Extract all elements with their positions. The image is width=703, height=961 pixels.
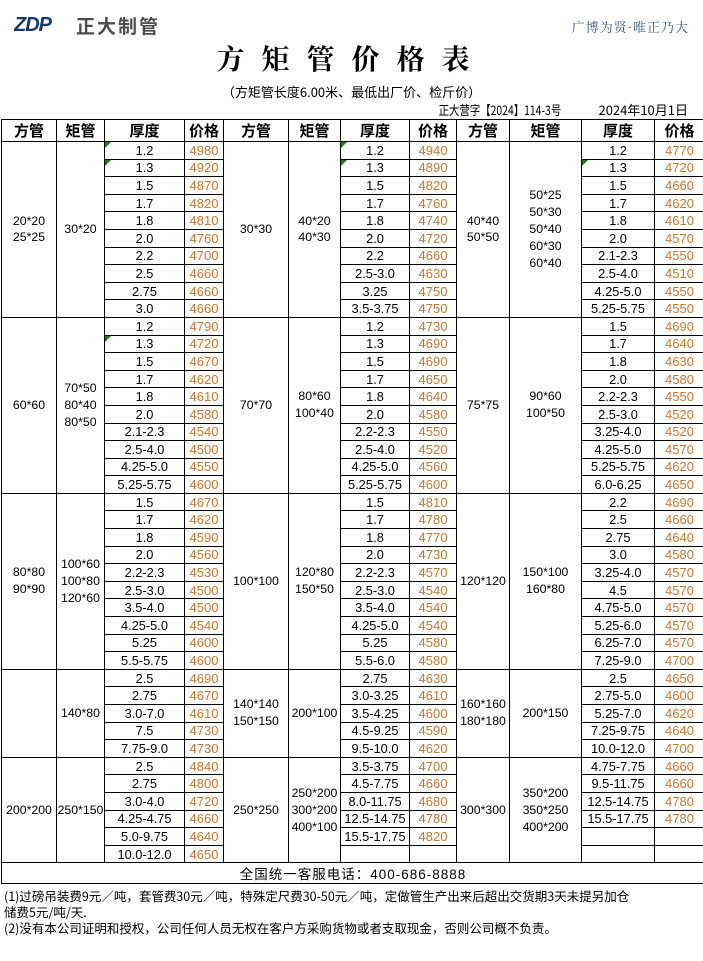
svg-text:ZDP: ZDP [14, 16, 53, 34]
